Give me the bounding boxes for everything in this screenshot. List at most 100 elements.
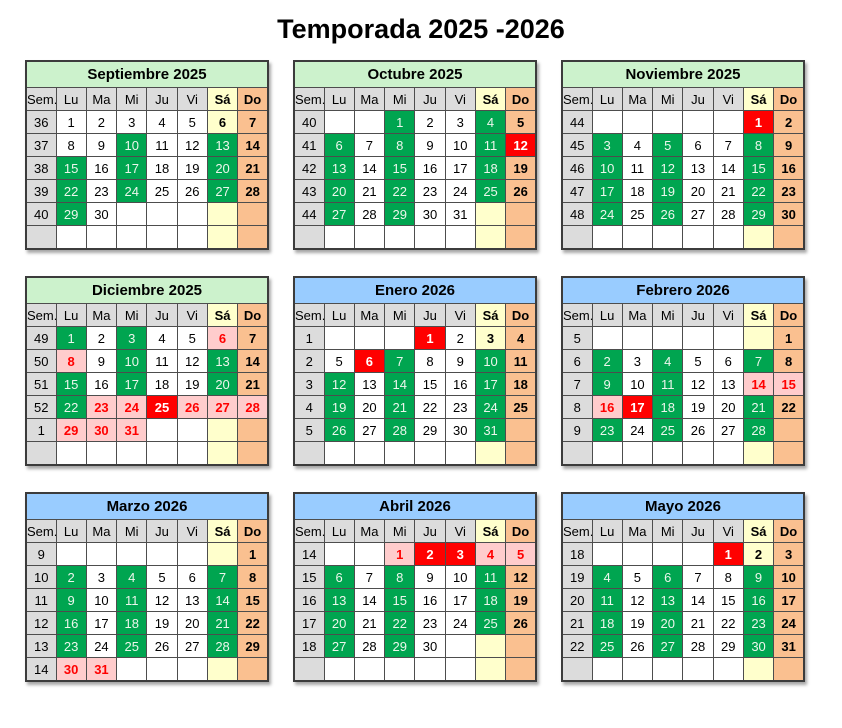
day-cell: 30 xyxy=(742,634,775,658)
day-cell: 4 xyxy=(146,110,178,134)
week-number-cell: 1 xyxy=(293,326,325,350)
week-row xyxy=(293,225,537,250)
weekday-header-cell: Lu xyxy=(323,87,355,111)
week-number-cell: 42 xyxy=(293,156,325,180)
week-number-cell: 45 xyxy=(561,133,593,157)
day-cell xyxy=(176,657,208,682)
day-cell: 3 xyxy=(773,542,805,566)
day-cell xyxy=(55,441,87,466)
day-cell xyxy=(116,657,148,682)
week-number-cell: 15 xyxy=(293,565,325,589)
day-cell: 20 xyxy=(353,395,386,419)
week-number-cell: 47 xyxy=(561,179,593,203)
week-row: 16 13 14 15 16 17 18 19 xyxy=(293,588,537,612)
day-cell xyxy=(176,202,208,226)
day-cell: 9 xyxy=(85,349,118,373)
day-cell: 24 xyxy=(474,395,507,419)
weekday-header-cell: Do xyxy=(505,87,537,111)
day-cell xyxy=(712,225,744,250)
day-cell xyxy=(773,441,805,466)
day-cell: 6 xyxy=(206,110,239,134)
day-cell: 10 xyxy=(621,372,654,396)
day-cell xyxy=(505,634,537,658)
day-cell: 1 xyxy=(55,110,87,134)
week-number-cell xyxy=(293,225,325,250)
day-cell: 18 xyxy=(591,611,623,635)
day-cell xyxy=(414,441,446,466)
day-cell: 25 xyxy=(474,179,507,203)
day-cell: 25 xyxy=(146,395,178,419)
day-cell: 13 xyxy=(652,588,684,612)
week-column-header: Sem. xyxy=(293,519,325,543)
day-cell: 8 xyxy=(414,349,446,373)
day-cell: 9 xyxy=(414,133,446,157)
day-cell: 16 xyxy=(444,372,476,396)
day-cell: 15 xyxy=(712,588,744,612)
day-cell: 9 xyxy=(742,565,775,589)
day-cell xyxy=(652,441,684,466)
calendar-table: Diciembre 2025 Sem. Lu Ma Mi Ju Vi Sá Do 49 1 2 3 4 5 6… xyxy=(25,276,269,466)
day-cell: 15 xyxy=(742,156,775,180)
day-cell: 30 xyxy=(414,634,446,658)
weekday-header-cell: Ma xyxy=(353,519,386,543)
day-cell: 28 xyxy=(237,179,269,203)
day-cell: 30 xyxy=(85,202,118,226)
day-cell: 20 xyxy=(652,611,684,635)
day-cell: 10 xyxy=(444,565,476,589)
day-cell: 8 xyxy=(55,133,87,157)
day-cell: 26 xyxy=(682,418,714,442)
day-cell: 4 xyxy=(621,133,654,157)
day-cell: 24 xyxy=(621,418,654,442)
day-cell: 16 xyxy=(85,372,118,396)
day-cell xyxy=(444,225,476,250)
day-cell: 11 xyxy=(591,588,623,612)
day-cell: 12 xyxy=(176,349,208,373)
weekday-header-cell: Do xyxy=(505,519,537,543)
day-cell: 9 xyxy=(85,133,118,157)
weekday-header-cell: Mi xyxy=(116,303,148,327)
day-cell: 18 xyxy=(116,611,148,635)
day-cell xyxy=(621,441,654,466)
day-cell: 3 xyxy=(474,326,507,350)
day-cell: 4 xyxy=(505,326,537,350)
week-column-header: Sem. xyxy=(561,303,593,327)
day-cell xyxy=(444,441,476,466)
day-cell: 18 xyxy=(146,372,178,396)
day-cell: 1 xyxy=(384,110,416,134)
day-cell: 23 xyxy=(85,179,118,203)
day-cell: 1 xyxy=(237,542,269,566)
weekday-header-cell: Vi xyxy=(176,303,208,327)
week-row xyxy=(25,225,269,250)
day-cell: 8 xyxy=(384,133,416,157)
month-title: Abril 2026 xyxy=(293,492,537,520)
month-title: Septiembre 2025 xyxy=(25,60,269,88)
week-row xyxy=(293,657,537,682)
day-cell: 17 xyxy=(773,588,805,612)
week-number-cell: 21 xyxy=(561,611,593,635)
day-cell: 30 xyxy=(55,657,87,682)
weekday-header-cell: Sá xyxy=(742,87,775,111)
day-cell xyxy=(505,657,537,682)
weekday-header-cell: Mi xyxy=(652,87,684,111)
day-cell: 14 xyxy=(682,588,714,612)
day-cell: 9 xyxy=(55,588,87,612)
day-cell: 20 xyxy=(323,611,355,635)
week-number-cell: 5 xyxy=(561,326,593,350)
week-row: 44 1 2 xyxy=(561,110,805,134)
calendar-table: Abril 2026 Sem. Lu Ma Mi Ju Vi Sá Do 14 1 2 3 4 5 15 6 7 8… xyxy=(293,492,537,682)
week-number-cell: 43 xyxy=(293,179,325,203)
day-cell: 29 xyxy=(55,202,87,226)
week-number-cell: 36 xyxy=(25,110,57,134)
week-column-header: Sem. xyxy=(293,87,325,111)
day-cell xyxy=(652,542,684,566)
day-cell xyxy=(742,441,775,466)
weekday-header-cell: Lu xyxy=(55,303,87,327)
month-title: Octubre 2025 xyxy=(293,60,537,88)
day-cell: 12 xyxy=(652,156,684,180)
day-cell: 16 xyxy=(55,611,87,635)
day-cell: 7 xyxy=(353,565,386,589)
day-cell: 23 xyxy=(444,395,476,419)
day-cell xyxy=(323,225,355,250)
week-number-cell: 2 xyxy=(293,349,325,373)
